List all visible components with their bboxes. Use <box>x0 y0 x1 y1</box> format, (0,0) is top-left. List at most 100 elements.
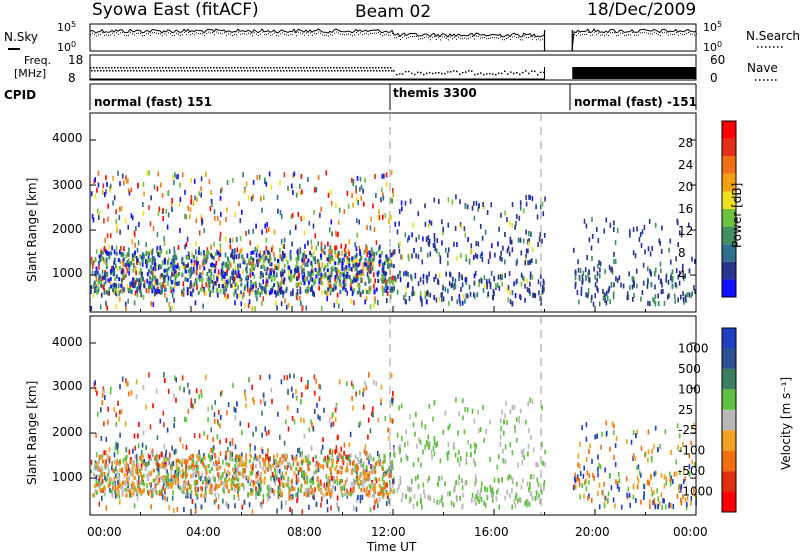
range-cell <box>155 388 158 394</box>
range-cell <box>283 440 286 446</box>
range-cell <box>263 476 266 481</box>
power-ytick-3000: 3000 <box>52 178 83 192</box>
range-cell <box>601 489 603 495</box>
range-cell <box>373 283 375 289</box>
range-cell <box>522 478 524 484</box>
range-cell <box>205 282 207 288</box>
range-cell <box>121 173 124 179</box>
range-cell <box>201 283 204 289</box>
freq-dot <box>270 67 272 69</box>
nave-dot <box>196 70 198 72</box>
range-cell <box>430 449 433 455</box>
range-cell <box>110 477 113 482</box>
range-cell <box>398 405 400 411</box>
range-cell <box>195 280 198 286</box>
range-cell <box>655 267 657 273</box>
range-cell <box>543 483 545 489</box>
range-cell <box>200 458 202 464</box>
range-cell <box>111 493 114 498</box>
range-cell <box>605 217 608 223</box>
range-cell <box>524 297 526 303</box>
range-cell <box>230 252 233 257</box>
range-cell <box>322 464 324 470</box>
range-cell <box>236 237 238 242</box>
range-cell <box>536 477 539 483</box>
range-cell <box>433 276 435 282</box>
range-cell <box>267 258 270 263</box>
range-cell <box>267 489 270 494</box>
range-cell <box>340 243 343 249</box>
range-cell <box>352 202 354 208</box>
range-cell <box>122 262 125 268</box>
range-cell <box>653 498 656 503</box>
range-cell <box>308 504 310 510</box>
range-cell <box>312 290 314 296</box>
range-cell <box>299 286 302 292</box>
range-cell <box>148 472 150 476</box>
range-cell <box>171 292 174 298</box>
range-cell <box>164 477 167 482</box>
range-cell <box>320 305 323 311</box>
range-cell <box>232 279 235 284</box>
range-cell <box>527 401 529 407</box>
nave-dot <box>166 70 168 72</box>
range-cell <box>420 498 422 503</box>
range-cell <box>499 255 501 261</box>
range-cell <box>629 229 631 235</box>
range-cell <box>241 452 243 458</box>
range-cell <box>123 257 126 262</box>
range-cell <box>236 475 238 481</box>
range-cell <box>427 494 429 500</box>
range-cell <box>220 414 222 420</box>
range-cell <box>177 272 180 276</box>
range-cell <box>211 202 213 207</box>
range-cell <box>121 467 124 472</box>
range-cell <box>527 500 529 506</box>
range-cell <box>240 471 243 476</box>
range-cell <box>111 465 113 471</box>
range-cell <box>304 455 307 460</box>
range-cell <box>98 501 101 507</box>
range-cell <box>219 391 222 397</box>
range-cell <box>319 384 322 390</box>
range-cell <box>198 449 200 455</box>
range-cell <box>277 490 280 495</box>
range-cell <box>670 275 672 281</box>
range-cell <box>587 495 589 501</box>
range-cell <box>119 206 121 212</box>
power-ytick-2000: 2000 <box>52 222 83 236</box>
range-cell <box>501 256 503 262</box>
range-cell <box>317 487 320 492</box>
range-cell <box>190 259 193 264</box>
range-cell <box>373 303 375 308</box>
range-cell <box>231 479 234 484</box>
range-cell <box>310 269 313 274</box>
range-cell <box>390 170 393 175</box>
nave-dot <box>223 70 225 72</box>
range-cell <box>251 271 254 276</box>
freq-trace <box>90 67 696 80</box>
range-cell <box>421 504 423 510</box>
freq-dot <box>114 67 116 69</box>
range-cell <box>333 476 336 481</box>
nave-dot <box>229 70 231 72</box>
range-cell <box>603 495 606 501</box>
range-cell <box>313 209 315 215</box>
range-cell <box>180 488 183 494</box>
range-cell <box>509 442 512 448</box>
range-cell <box>146 260 149 265</box>
freq-dot <box>504 70 506 73</box>
range-cell <box>574 275 577 281</box>
range-cell <box>249 272 252 278</box>
range-cell <box>296 292 299 298</box>
range-cell <box>185 214 187 220</box>
range-cell <box>92 260 95 266</box>
range-cell <box>252 179 255 185</box>
range-cell <box>458 461 461 467</box>
range-cell <box>140 466 143 471</box>
range-cell <box>93 472 95 477</box>
range-cell <box>181 468 184 473</box>
range-cell <box>173 246 176 252</box>
range-cell <box>152 487 155 492</box>
range-cell <box>262 296 265 302</box>
